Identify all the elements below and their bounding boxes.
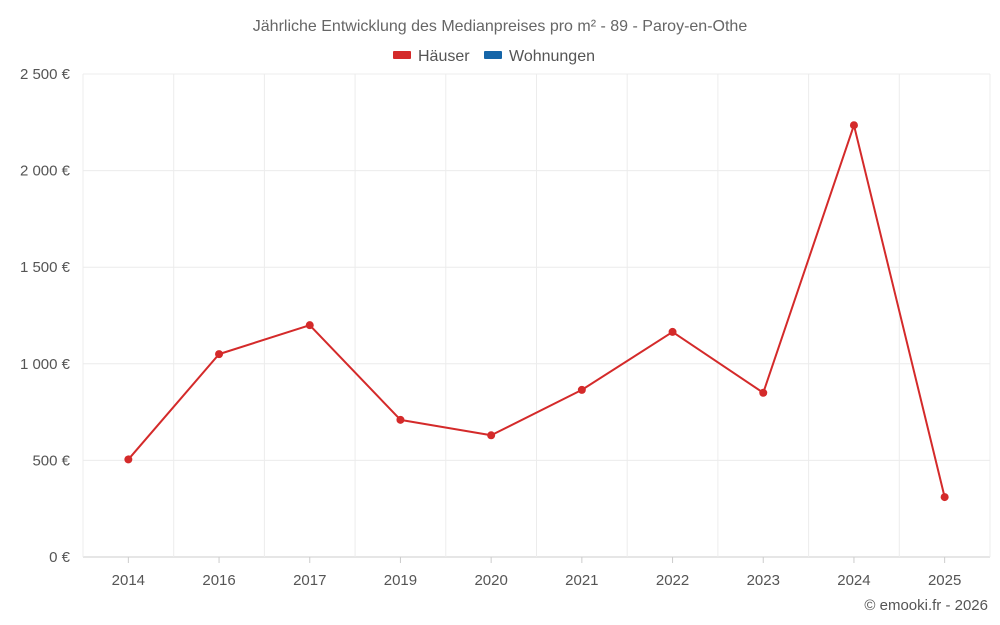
legend-swatch-haeuser bbox=[393, 51, 411, 59]
x-tick-label: 2021 bbox=[565, 572, 598, 589]
data-point-2022[interactable] bbox=[668, 327, 677, 336]
y-axis: 0 € 500 € 1 000 € 1 500 € 2 000 € 2 500 € bbox=[20, 66, 71, 566]
x-tick-label: 2016 bbox=[202, 572, 235, 589]
x-tick-label: 2024 bbox=[837, 572, 870, 589]
x-tick-label: 2022 bbox=[656, 572, 689, 589]
data-point-2021[interactable] bbox=[577, 385, 586, 394]
y-tick-label: 2 500 € bbox=[20, 66, 71, 83]
x-tick-label: 2020 bbox=[474, 572, 507, 589]
x-tick-label: 2023 bbox=[747, 572, 780, 589]
x-tick-label: 2014 bbox=[112, 572, 145, 589]
x-axis: 2014 2016 2017 2019 2020 2021 2022 2023 2024 2025 bbox=[112, 557, 961, 589]
series-haeuser bbox=[124, 121, 949, 502]
y-tick-label: 0 € bbox=[49, 549, 71, 566]
data-point-2024[interactable] bbox=[849, 121, 858, 130]
x-tick-label: 2017 bbox=[293, 572, 326, 589]
data-point-2014[interactable] bbox=[124, 455, 133, 464]
data-point-2019[interactable] bbox=[396, 415, 405, 424]
y-tick-label: 2 000 € bbox=[20, 163, 71, 180]
legend: Häuser Wohnungen bbox=[393, 48, 595, 65]
series-line-haeuser bbox=[127, 124, 946, 498]
grid bbox=[82, 73, 991, 558]
chart-title: Jährliche Entwicklung des Medianpreises … bbox=[253, 18, 748, 35]
data-point-2017[interactable] bbox=[305, 321, 314, 330]
data-point-2020[interactable] bbox=[487, 431, 496, 440]
legend-swatch-wohnungen bbox=[484, 51, 502, 59]
data-point-2016[interactable] bbox=[215, 350, 224, 359]
data-point-2023[interactable] bbox=[759, 388, 768, 397]
y-tick-label: 1 500 € bbox=[20, 259, 71, 276]
legend-label-haeuser[interactable]: Häuser bbox=[418, 48, 470, 65]
data-point-2025[interactable] bbox=[940, 493, 949, 502]
legend-label-wohnungen[interactable]: Wohnungen bbox=[509, 48, 595, 65]
y-tick-label: 1 000 € bbox=[20, 356, 71, 373]
x-tick-label: 2019 bbox=[384, 572, 417, 589]
x-tick-label: 2025 bbox=[928, 572, 961, 589]
y-tick-label: 500 € bbox=[32, 452, 70, 469]
credit: © emooki.fr - 2026 bbox=[864, 597, 988, 614]
